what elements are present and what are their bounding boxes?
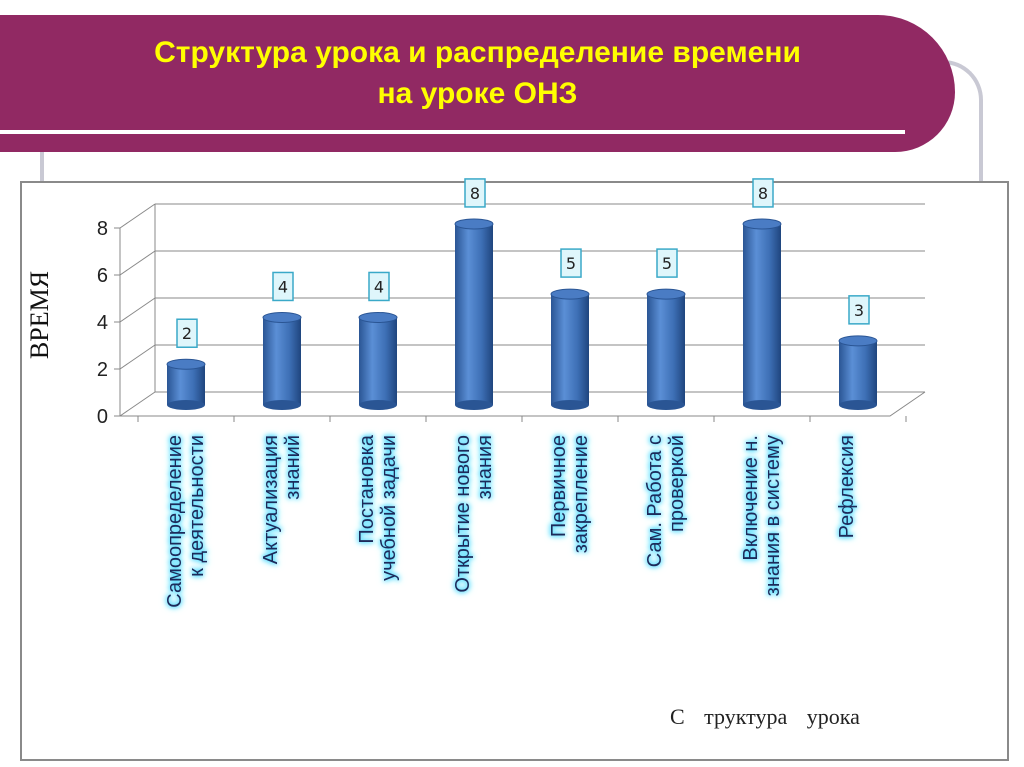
data-label: 8 bbox=[758, 184, 768, 203]
title-line-2: на уроке ОНЗ bbox=[377, 77, 578, 110]
y-tick-label: 0 bbox=[97, 406, 108, 428]
data-label-box bbox=[176, 318, 198, 348]
bar-top bbox=[742, 218, 782, 230]
bar-top bbox=[550, 288, 590, 300]
banner-divider bbox=[0, 130, 905, 134]
y-tick-label: 8 bbox=[97, 218, 108, 240]
gridline-side bbox=[119, 203, 156, 229]
y-tick-label: 4 bbox=[97, 312, 108, 334]
gridline-side bbox=[119, 344, 156, 370]
bar bbox=[454, 218, 494, 410]
data-label-box bbox=[464, 178, 486, 208]
bar-body bbox=[839, 340, 877, 405]
y-tick-label: 6 bbox=[97, 265, 108, 287]
bar-top bbox=[838, 335, 878, 347]
bar-base bbox=[455, 400, 493, 410]
category-label-line: Рефлексия bbox=[836, 435, 858, 539]
category-label: Сам. Работа с проверкой bbox=[644, 435, 688, 635]
category-label-line: Самоопределение bbox=[164, 435, 186, 608]
bar-body bbox=[455, 223, 493, 405]
bar-base bbox=[263, 400, 301, 410]
y-axis-label: ВРЕМЯ bbox=[25, 270, 54, 360]
category-label: Включение н. знания в систему bbox=[740, 435, 784, 635]
category-label-line: знаний bbox=[282, 435, 304, 500]
bar-body bbox=[263, 317, 301, 405]
bar-top bbox=[454, 218, 494, 230]
y-tick-label: 2 bbox=[97, 359, 108, 381]
bar-body bbox=[647, 294, 685, 405]
bar bbox=[358, 311, 398, 410]
data-label-box bbox=[848, 295, 870, 325]
bar bbox=[742, 218, 782, 410]
bar-body bbox=[167, 364, 205, 405]
title-banner bbox=[0, 15, 955, 152]
category-label: Первичное закрепление bbox=[548, 435, 592, 635]
data-label-box bbox=[656, 248, 678, 278]
data-label-box bbox=[368, 271, 390, 302]
category-label-line: проверкой bbox=[666, 435, 688, 532]
data-label: 8 bbox=[470, 184, 480, 203]
bar-base bbox=[743, 400, 781, 410]
category-label-line: закрепление bbox=[570, 435, 592, 554]
bar-top bbox=[262, 311, 302, 323]
bar bbox=[550, 288, 590, 410]
category-label-line: Постановка bbox=[356, 435, 378, 544]
data-label: 5 bbox=[566, 254, 576, 273]
category-label-line: Актуализация bbox=[260, 435, 282, 565]
category-label-line: к деятельности bbox=[186, 435, 208, 577]
gridline-side bbox=[119, 391, 156, 417]
gridline-side bbox=[119, 250, 156, 276]
page-title: Структура урока и распределение времени … bbox=[0, 32, 955, 114]
category-label: Рефлексия bbox=[836, 435, 880, 635]
bar-body bbox=[551, 294, 589, 405]
bar-top bbox=[166, 358, 206, 370]
bar-body bbox=[359, 317, 397, 405]
bar-top bbox=[646, 288, 686, 300]
bar bbox=[166, 358, 206, 410]
data-label: 2 bbox=[182, 324, 192, 343]
bar bbox=[838, 335, 878, 410]
x-axis-title: С труктура урока bbox=[670, 704, 860, 729]
gridline-side bbox=[119, 297, 156, 323]
floor-edge bbox=[120, 391, 926, 417]
bar-base bbox=[839, 400, 877, 410]
category-label-line: знания в систему bbox=[762, 435, 784, 597]
bar bbox=[646, 288, 686, 410]
bar-body bbox=[743, 223, 781, 405]
category-label-line: Сам. Работа с bbox=[644, 435, 666, 568]
category-label-line: Первичное bbox=[548, 435, 570, 538]
category-label: Открытие нового знания bbox=[452, 435, 496, 635]
category-label: Актуализация знаний bbox=[260, 435, 304, 635]
data-label: 5 bbox=[662, 254, 672, 273]
bar-top bbox=[358, 311, 398, 323]
bar-base bbox=[167, 400, 205, 410]
category-label-line: Включение н. bbox=[740, 435, 762, 561]
chart-frame bbox=[20, 181, 1009, 761]
bar bbox=[262, 311, 302, 410]
bar-base bbox=[359, 400, 397, 410]
data-label: 4 bbox=[374, 277, 384, 296]
data-label-box bbox=[752, 178, 774, 208]
bar-base bbox=[647, 400, 685, 410]
data-label: 4 bbox=[278, 277, 288, 296]
category-label-line: знания bbox=[474, 435, 496, 500]
bar-base bbox=[551, 400, 589, 410]
category-label-line: Открытие нового bbox=[452, 435, 474, 593]
data-label: 3 bbox=[854, 301, 864, 320]
data-label-box bbox=[272, 271, 294, 302]
category-label-line: учебной задачи bbox=[378, 435, 400, 581]
data-label-box bbox=[560, 248, 582, 278]
title-line-1: Структура урока и распределение времени bbox=[154, 36, 801, 69]
category-label: Постановка учебной задачи bbox=[356, 435, 400, 635]
category-label: Самоопределение к деятельности bbox=[164, 435, 208, 635]
